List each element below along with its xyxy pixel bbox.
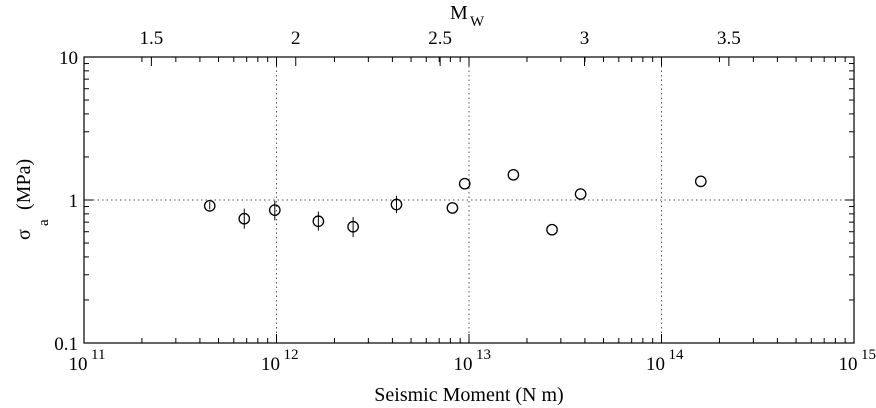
data-point (390, 198, 403, 211)
data-point (546, 223, 558, 236)
y-tick-label: 10 (59, 48, 78, 69)
x-tick-exponent: 11 (91, 347, 105, 363)
y-axis-title-sub: a (36, 219, 52, 226)
mw-tick-label: 3.5 (717, 28, 741, 49)
mw-tick-label: 1.5 (140, 28, 164, 49)
x-tick-label: 10 (69, 354, 88, 375)
y-axis-title-main: σ (13, 229, 35, 240)
point-layer (203, 168, 707, 238)
y-tick-label: 1 (69, 191, 79, 212)
grid-layer (84, 57, 854, 343)
x-tick-exponent: 13 (476, 347, 491, 363)
data-point (238, 212, 251, 225)
y-tick-label: 0.1 (54, 334, 78, 355)
mw-tick-label: 2 (291, 28, 301, 49)
tick-layer (84, 57, 854, 343)
x-tick-exponent: 12 (284, 347, 299, 363)
top-axis-title-sub: W (470, 14, 485, 30)
data-point (203, 200, 216, 212)
data-point (446, 202, 459, 214)
data-point (312, 215, 325, 228)
data-point (458, 177, 471, 190)
top-axis-title: M W (450, 2, 485, 30)
x-tick-label: 10 (839, 354, 858, 375)
y-axis-title-unit: (MPa) (13, 159, 35, 210)
x-tick-label: 10 (454, 354, 473, 375)
x-axis-title: Seismic Moment (N m) (374, 384, 563, 406)
top-axis-title-main: M (450, 2, 468, 24)
y-axis-title: σ a (MPa) (13, 159, 52, 240)
data-point (694, 175, 707, 188)
data-point (347, 220, 359, 233)
mw-tick-label: 3 (580, 28, 590, 49)
x-tick-label: 10 (261, 354, 280, 375)
data-point (268, 204, 281, 216)
x-tick-label: 10 (646, 354, 665, 375)
mw-tick-label: 2.5 (428, 28, 452, 49)
x-tick-exponent: 15 (861, 347, 876, 363)
x-tick-exponent: 14 (669, 347, 685, 363)
data-point (574, 188, 587, 200)
data-point (507, 168, 520, 181)
